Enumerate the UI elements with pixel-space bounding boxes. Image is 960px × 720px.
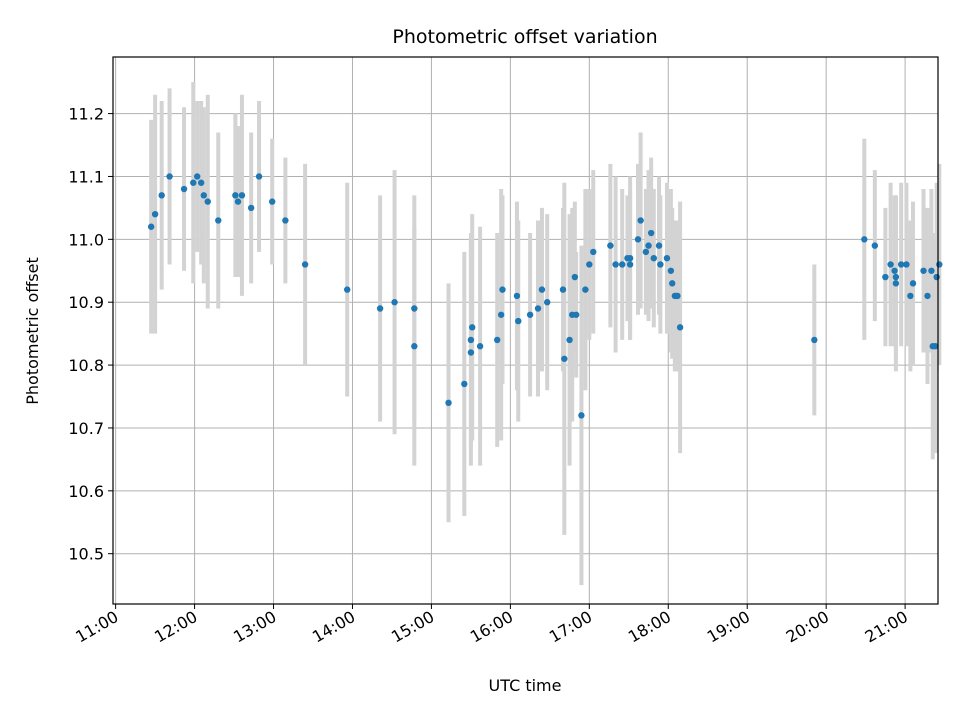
data-point bbox=[933, 273, 940, 281]
y-axis-label: Photometric offset bbox=[23, 257, 42, 405]
data-point bbox=[200, 192, 207, 199]
data-point bbox=[676, 324, 684, 331]
data-point bbox=[637, 217, 644, 224]
data-point bbox=[269, 198, 276, 205]
data-point bbox=[811, 336, 818, 344]
y-axis: 10.5 10.6 10.7 10.8 10.9 11.0 11.1 11.2 bbox=[68, 105, 113, 564]
data-point bbox=[232, 192, 239, 199]
data-point bbox=[301, 261, 309, 268]
data-point bbox=[151, 210, 159, 218]
data-point bbox=[234, 198, 242, 205]
data-point bbox=[499, 286, 506, 293]
data-point bbox=[391, 299, 398, 306]
y-tick-label: 10.7 bbox=[68, 419, 104, 438]
data-point bbox=[909, 280, 917, 287]
data-point bbox=[861, 236, 868, 243]
data-point bbox=[515, 317, 522, 325]
data-point bbox=[411, 305, 418, 312]
data-point bbox=[282, 217, 289, 224]
data-point bbox=[538, 286, 546, 293]
data-point bbox=[534, 305, 542, 312]
data-point bbox=[871, 242, 879, 249]
y-tick-label: 11.0 bbox=[68, 230, 104, 249]
data-point bbox=[657, 261, 664, 268]
data-point bbox=[147, 223, 155, 230]
data-point bbox=[344, 286, 351, 293]
data-point bbox=[566, 336, 573, 344]
data-point bbox=[476, 343, 484, 350]
data-point bbox=[626, 254, 634, 262]
data-point bbox=[619, 261, 626, 268]
plot-area bbox=[112, 56, 939, 605]
data-point bbox=[897, 261, 905, 268]
data-point bbox=[612, 261, 619, 268]
data-point bbox=[928, 267, 935, 274]
data-point bbox=[626, 261, 634, 268]
y-tick-label: 10.8 bbox=[68, 356, 104, 375]
data-point bbox=[892, 273, 900, 281]
data-point bbox=[376, 305, 384, 312]
data-point bbox=[467, 349, 475, 356]
data-point bbox=[238, 192, 246, 199]
data-point bbox=[582, 286, 589, 293]
data-point bbox=[920, 267, 927, 274]
data-point bbox=[655, 242, 663, 249]
data-point bbox=[887, 261, 894, 268]
data-point bbox=[572, 311, 580, 318]
data-point bbox=[166, 173, 173, 180]
data-point bbox=[497, 311, 505, 318]
data-point bbox=[544, 299, 551, 306]
data-point bbox=[445, 399, 452, 407]
y-tick-label: 10.5 bbox=[68, 545, 104, 564]
data-point bbox=[924, 292, 931, 300]
y-tick-label: 10.6 bbox=[68, 482, 104, 501]
data-point bbox=[494, 336, 501, 344]
data-point bbox=[578, 412, 585, 419]
data-point bbox=[586, 261, 593, 268]
y-tick-label: 11.1 bbox=[68, 167, 104, 186]
data-point bbox=[461, 380, 468, 388]
data-point bbox=[197, 179, 205, 186]
data-point bbox=[180, 185, 188, 193]
data-points bbox=[147, 173, 943, 419]
data-point bbox=[255, 173, 263, 180]
data-point bbox=[469, 324, 476, 331]
data-point bbox=[158, 192, 165, 199]
y-tick-label: 10.9 bbox=[68, 293, 104, 312]
data-point bbox=[559, 286, 567, 293]
data-point bbox=[892, 280, 900, 287]
data-point bbox=[561, 355, 568, 362]
data-point bbox=[204, 198, 211, 205]
data-point bbox=[607, 242, 614, 249]
data-point bbox=[411, 343, 418, 350]
data-point bbox=[650, 254, 657, 262]
data-point bbox=[907, 292, 914, 300]
data-point bbox=[932, 343, 939, 350]
data-point bbox=[513, 292, 521, 300]
data-point bbox=[634, 236, 642, 243]
data-point bbox=[590, 248, 597, 256]
data-point bbox=[903, 261, 910, 268]
data-point bbox=[247, 204, 255, 212]
data-point bbox=[645, 242, 652, 249]
data-point bbox=[467, 336, 475, 344]
data-point bbox=[215, 217, 222, 224]
data-point bbox=[674, 292, 681, 300]
y-tick-label: 11.2 bbox=[68, 105, 104, 124]
data-point bbox=[667, 267, 675, 274]
data-point bbox=[891, 267, 898, 274]
data-point bbox=[526, 311, 534, 318]
data-point bbox=[647, 229, 655, 237]
data-point bbox=[194, 173, 201, 180]
data-point bbox=[571, 273, 579, 281]
chart-title: Photometric offset variation bbox=[392, 26, 657, 48]
data-point bbox=[936, 261, 943, 268]
data-point bbox=[663, 254, 671, 262]
data-point bbox=[669, 280, 676, 287]
data-point bbox=[190, 179, 197, 186]
data-point bbox=[882, 273, 889, 281]
x-axis-label: UTC time bbox=[489, 676, 562, 695]
data-point bbox=[642, 248, 650, 256]
